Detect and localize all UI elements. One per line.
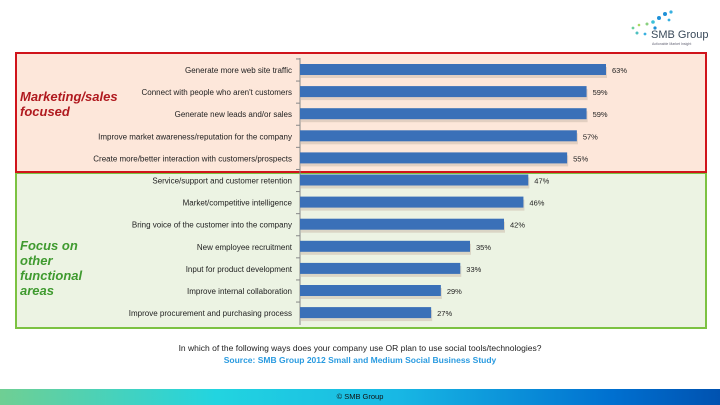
value-label: 33% [466,265,481,274]
bar [300,152,568,164]
footer-bar: © SMB Group [0,389,720,405]
bar-chart: Generate more web site traffic 63% Connect… [93,58,627,325]
category-label: Service/support and customer retention [152,177,292,186]
category-label: Input for product development [186,265,293,274]
category-label: Improve internal collaboration [187,287,292,296]
category-label: Connect with people who aren't customers [142,88,293,97]
bar [300,307,432,319]
value-label: 57% [583,132,598,141]
category-label: Create more/better interaction with cust… [93,154,292,163]
value-label: 47% [534,177,549,186]
value-label: 59% [593,110,608,119]
bar [300,130,577,142]
bar [300,285,441,296]
category-label: Improve market awareness/reputation for … [98,132,292,141]
copyright: © SMB Group [336,392,384,401]
bar [300,174,529,186]
category-label: Bring voice of the customer into the com… [132,221,292,230]
category-label: Market/competitive intelligence [183,199,293,208]
category-label: Generate new leads and/or sales [175,110,292,119]
logo-name: SMB Group [651,29,708,41]
value-label: 59% [593,88,608,97]
bar [300,108,587,120]
value-label: 42% [510,221,525,230]
bar [300,196,524,208]
other-group-label: Focus on other functional areas [20,238,83,298]
value-label: 55% [573,154,588,163]
category-label: New employee recruitment [197,243,293,252]
logo-dots-icon [631,10,673,36]
marketing-group-box [15,52,707,173]
category-label: Improve procurement and purchasing proce… [129,309,292,318]
logo-tagline: Actionable Market Insight [652,42,691,46]
value-label: 46% [529,199,544,208]
value-label: 27% [437,309,452,318]
bar [300,86,587,98]
survey-question: In which of the following ways does your… [178,343,542,353]
category-label: Generate more web site traffic [185,66,292,75]
value-label: 63% [612,66,627,75]
smb-group-logo: SMB Group Actionable Market Insight [631,10,708,46]
source-note: Source: SMB Group 2012 Small and Medium … [223,355,497,365]
value-label: 29% [447,287,462,296]
bar [300,218,504,230]
bar [300,262,461,274]
marketing-group-label: Marketing/sales focused [20,89,118,119]
bar [300,240,470,252]
bar [300,64,606,75]
value-label: 35% [476,243,491,252]
